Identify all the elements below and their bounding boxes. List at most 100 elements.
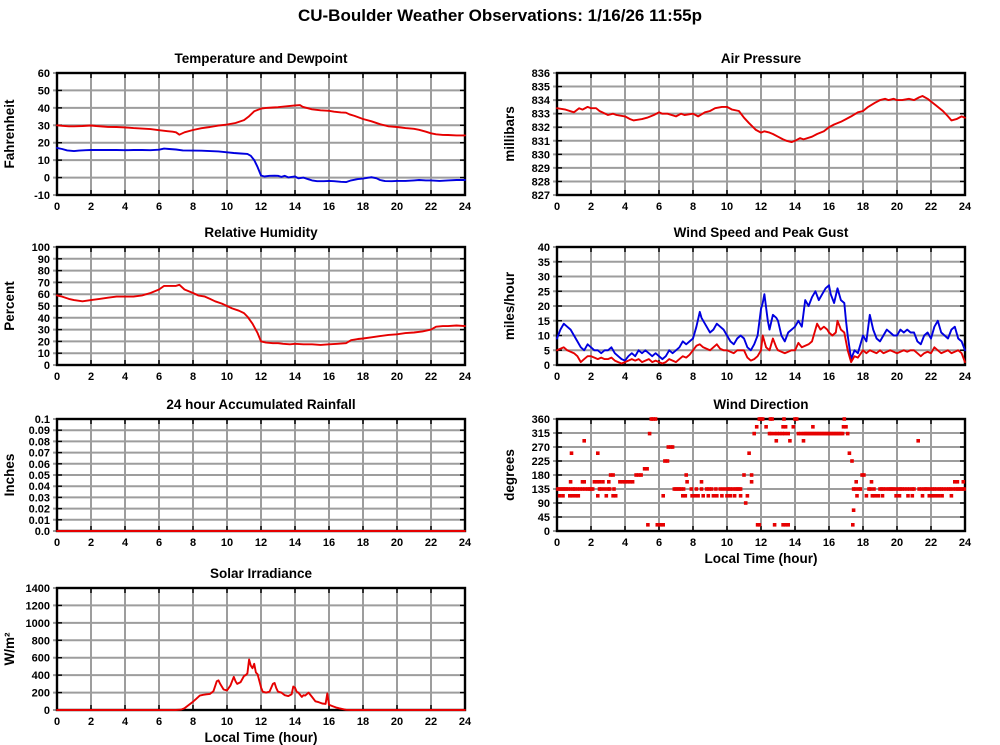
svg-text:18: 18 (857, 201, 869, 213)
svg-text:80: 80 (38, 266, 50, 278)
svg-text:24: 24 (959, 371, 972, 383)
svg-text:16: 16 (323, 371, 335, 383)
svg-text:0: 0 (44, 173, 50, 185)
svg-text:2: 2 (588, 371, 594, 383)
svg-text:4: 4 (122, 371, 129, 383)
svg-text:834: 834 (532, 95, 551, 107)
svg-text:20: 20 (38, 138, 50, 150)
svg-text:600: 600 (32, 653, 50, 665)
svg-text:16: 16 (323, 537, 335, 549)
svg-text:0: 0 (54, 537, 60, 549)
svg-text:20: 20 (891, 371, 903, 383)
chart-title: Temperature and Dewpoint (174, 51, 348, 66)
y-axis-label: Inches (2, 454, 17, 497)
svg-text:0.08: 0.08 (29, 436, 50, 448)
chart-wind-speed-peak-gust: Wind Speed and Peak Gust 0 5 10 15 20 25 30 35 40… (500, 219, 1000, 389)
svg-text:836: 836 (532, 68, 550, 80)
svg-text:1000: 1000 (26, 618, 50, 630)
svg-text:0.03: 0.03 (29, 492, 50, 504)
svg-text:0: 0 (54, 716, 60, 728)
svg-text:25: 25 (538, 286, 550, 298)
svg-text:0: 0 (544, 526, 550, 538)
svg-text:20: 20 (891, 537, 903, 549)
svg-text:10: 10 (221, 537, 233, 549)
svg-text:14: 14 (789, 371, 802, 383)
svg-text:22: 22 (425, 371, 437, 383)
svg-text:22: 22 (425, 537, 437, 549)
chart-title: Wind Direction (713, 397, 808, 412)
svg-text:830: 830 (532, 149, 550, 161)
svg-text:8: 8 (690, 537, 696, 549)
svg-text:10: 10 (721, 201, 733, 213)
svg-text:135: 135 (532, 484, 550, 496)
temperature_dewpoint-plot: Temperature and Dewpoint-100102030405060… (2, 51, 472, 213)
svg-text:30: 30 (538, 272, 550, 284)
svg-text:0.01: 0.01 (29, 515, 50, 527)
svg-text:40: 40 (538, 242, 550, 254)
svg-text:90: 90 (538, 498, 550, 510)
svg-text:0: 0 (554, 371, 560, 383)
svg-text:12: 12 (755, 537, 767, 549)
svg-text:829: 829 (532, 163, 550, 175)
chart-relative-humidity: Relative Humidity 0 10 20 30 40 50 60 70 80 90 100 0… (0, 219, 500, 389)
svg-text:6: 6 (156, 201, 162, 213)
svg-text:18: 18 (857, 537, 869, 549)
svg-text:22: 22 (425, 716, 437, 728)
svg-text:100: 100 (32, 242, 50, 254)
svg-text:10: 10 (721, 537, 733, 549)
chart-title: 24 hour Accumulated Rainfall (166, 397, 355, 412)
svg-text:10: 10 (721, 371, 733, 383)
wind_speed_gust-plot: Wind Speed and Peak Gust0510152025303540… (502, 225, 972, 383)
svg-text:24: 24 (459, 201, 472, 213)
svg-text:0.1: 0.1 (35, 414, 50, 426)
svg-text:10: 10 (221, 201, 233, 213)
svg-text:0: 0 (44, 360, 50, 372)
svg-text:20: 20 (391, 371, 403, 383)
svg-text:0: 0 (554, 201, 560, 213)
svg-text:2: 2 (588, 201, 594, 213)
svg-text:4: 4 (122, 201, 129, 213)
svg-text:24: 24 (459, 537, 472, 549)
svg-text:24: 24 (959, 537, 972, 549)
svg-text:360: 360 (532, 414, 550, 426)
svg-text:8: 8 (190, 201, 196, 213)
svg-text:833: 833 (532, 109, 550, 121)
svg-text:22: 22 (925, 537, 937, 549)
svg-text:14: 14 (789, 537, 802, 549)
svg-text:5: 5 (544, 345, 550, 357)
svg-text:20: 20 (391, 537, 403, 549)
svg-text:15: 15 (538, 316, 550, 328)
svg-text:2: 2 (88, 537, 94, 549)
svg-text:832: 832 (532, 122, 550, 134)
svg-text:16: 16 (823, 201, 835, 213)
svg-text:24: 24 (959, 201, 972, 213)
svg-text:60: 60 (38, 68, 50, 80)
svg-text:14: 14 (289, 371, 302, 383)
svg-text:2: 2 (88, 371, 94, 383)
svg-text:45: 45 (538, 512, 550, 524)
svg-text:14: 14 (289, 201, 302, 213)
svg-text:22: 22 (425, 201, 437, 213)
svg-text:0: 0 (54, 371, 60, 383)
svg-text:400: 400 (32, 670, 50, 682)
svg-text:20: 20 (38, 336, 50, 348)
svg-text:14: 14 (289, 716, 302, 728)
svg-text:0.07: 0.07 (29, 448, 50, 460)
svg-text:10: 10 (221, 716, 233, 728)
svg-text:4: 4 (622, 371, 629, 383)
svg-text:20: 20 (391, 716, 403, 728)
svg-text:2: 2 (588, 537, 594, 549)
svg-text:12: 12 (255, 716, 267, 728)
svg-text:828: 828 (532, 176, 550, 188)
svg-text:50: 50 (38, 301, 50, 313)
svg-text:8: 8 (690, 371, 696, 383)
y-axis-label: Percent (2, 281, 17, 331)
svg-text:6: 6 (656, 371, 662, 383)
svg-text:2: 2 (88, 716, 94, 728)
svg-text:0: 0 (44, 705, 50, 717)
rainfall_24h-plot: 24 hour Accumulated Rainfall0.00.010.020… (2, 397, 472, 549)
svg-text:18: 18 (857, 371, 869, 383)
svg-text:12: 12 (255, 371, 267, 383)
svg-text:1200: 1200 (26, 600, 50, 612)
